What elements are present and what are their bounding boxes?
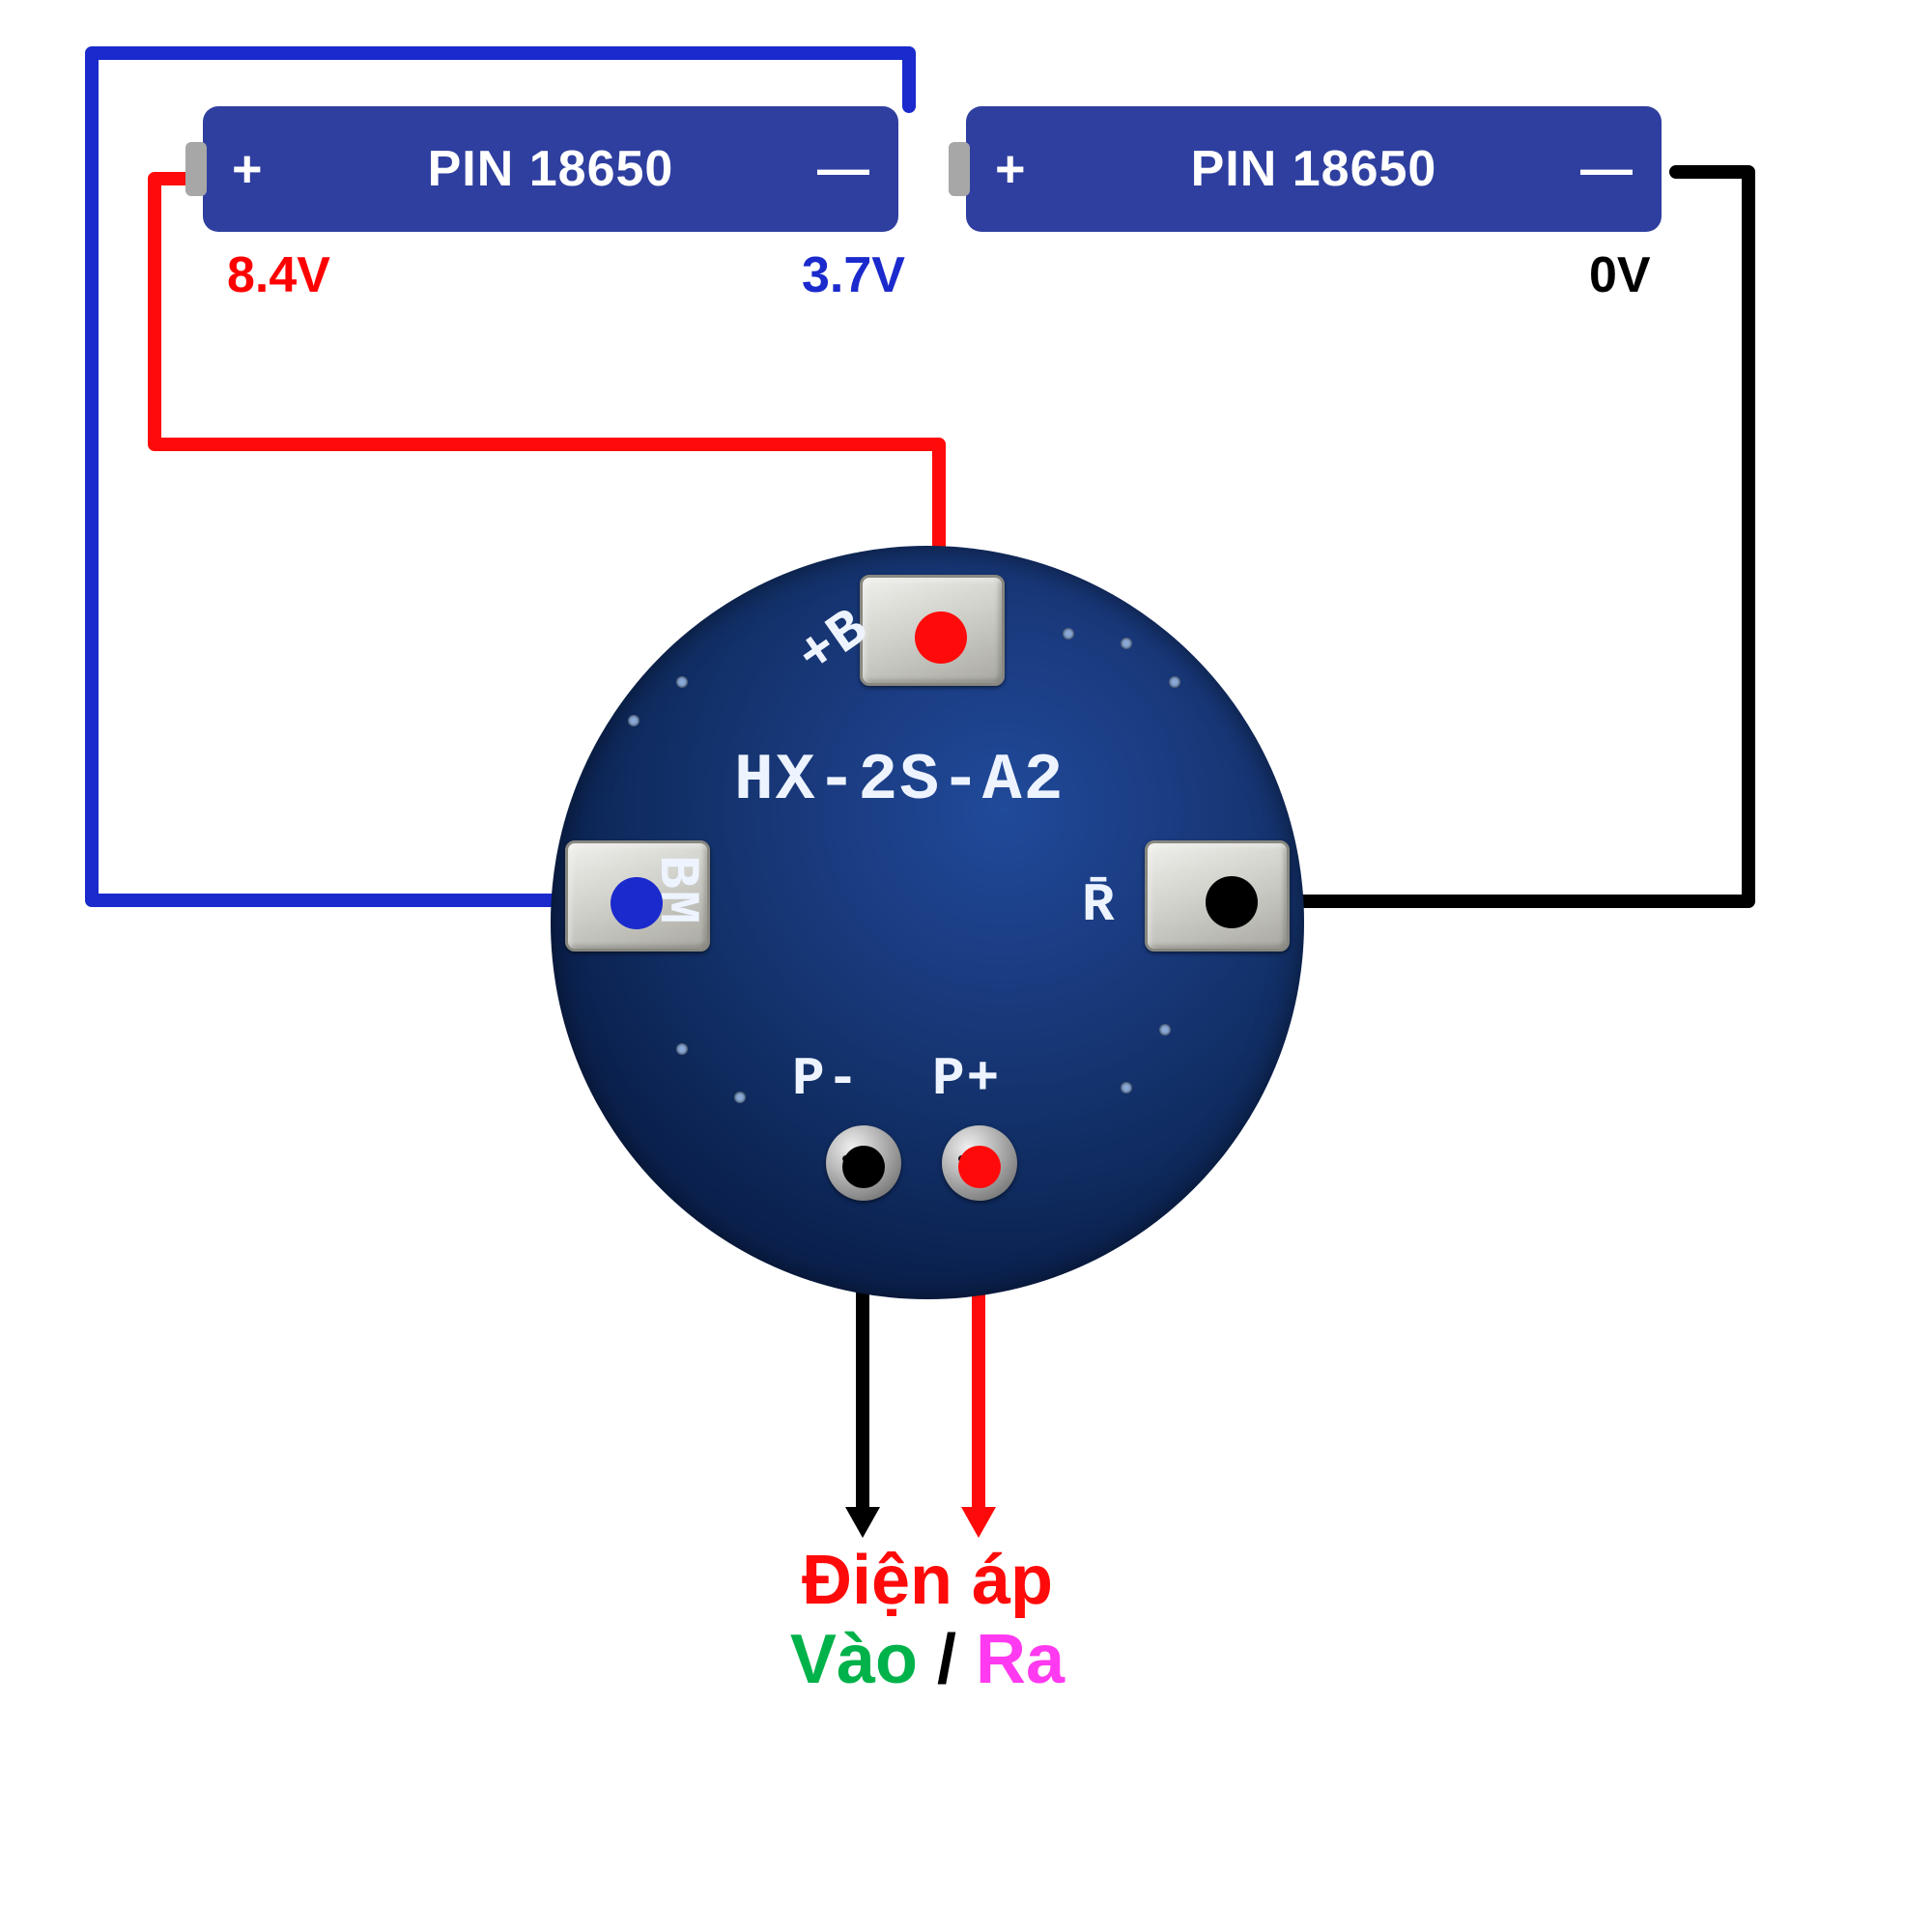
voltage-inout: Vào / Ra: [696, 1620, 1159, 1699]
bat-right-nub: [949, 142, 970, 196]
arr-pminus: [845, 1507, 880, 1538]
voltage-v0: 0V: [1589, 246, 1651, 304]
plus-symbol: +: [232, 139, 263, 199]
wire-black: [1232, 172, 1748, 901]
minus-symbol: —: [817, 139, 869, 199]
voltage-title: Điện áp: [696, 1541, 1159, 1620]
pcb-model-label: HX-2S-A2: [734, 744, 1065, 818]
bat-right: + PIN 18650 —: [966, 106, 1662, 232]
voltage-v37: 3.7V: [802, 246, 905, 304]
bat-left: + PIN 18650 —: [203, 106, 898, 232]
node-pplus: [958, 1146, 1001, 1188]
diagram-canvas: + PIN 18650 — + PIN 18650 — 8.4V 3.7V 0V HX-2S-…: [0, 0, 1932, 1932]
battery-label: PIN 18650: [428, 140, 674, 198]
pcb-via: [676, 1043, 688, 1055]
minus-symbol: —: [1580, 139, 1633, 199]
pcb-via: [1121, 638, 1132, 649]
silk-p_plus: P+: [932, 1048, 1001, 1110]
output-voltage-label: Điện áp Vào / Ra: [696, 1541, 1159, 1699]
pcb-via: [1121, 1082, 1132, 1094]
plus-symbol: +: [995, 139, 1026, 199]
pcb-via: [1169, 676, 1180, 688]
battery-label: PIN 18650: [1191, 140, 1437, 198]
pcb-via: [1063, 628, 1074, 639]
node-black: [1206, 876, 1258, 928]
arr-pplus: [961, 1507, 996, 1538]
silk-p_minus: P-: [792, 1048, 861, 1110]
node-red: [915, 611, 967, 664]
voltage-v84: 8.4V: [227, 246, 330, 304]
node-pminus: [842, 1146, 885, 1188]
pcb-via: [676, 676, 688, 688]
pcb-via: [628, 715, 639, 726]
node-blue: [611, 877, 663, 929]
silk-b_minus: R̄: [1082, 874, 1117, 936]
pcb-via: [734, 1092, 746, 1103]
bat-left-nub: [185, 142, 207, 196]
pcb-via: [1159, 1024, 1171, 1036]
